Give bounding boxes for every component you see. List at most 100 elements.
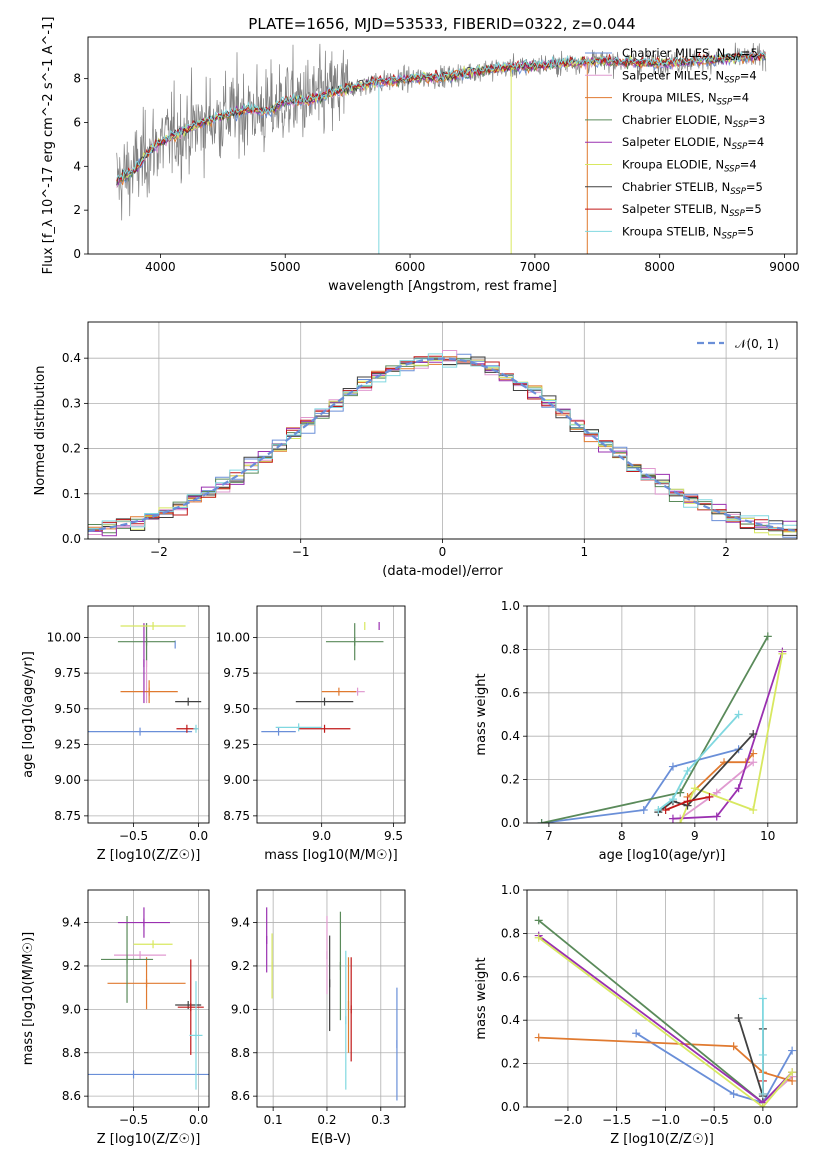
x-tick-label: −0.5 bbox=[700, 1113, 729, 1127]
plot-area-spectrum bbox=[116, 42, 767, 254]
legend-label: Chabrier ELODIE, NSSP=3 bbox=[622, 113, 765, 130]
axes-frame bbox=[87, 889, 210, 1108]
y-tick-label: 0.3 bbox=[62, 396, 81, 410]
x-axis-label: age [log10(age/yr)] bbox=[599, 848, 726, 863]
series-marker bbox=[749, 730, 758, 739]
y-tick-label: 10.00 bbox=[47, 630, 81, 644]
y-tick-label: 9.50 bbox=[54, 702, 81, 716]
series-marker bbox=[676, 788, 685, 797]
x-tick-label: 0 bbox=[439, 545, 447, 559]
series-marker bbox=[534, 933, 543, 942]
y-tick-label: 0.1 bbox=[62, 487, 81, 501]
y-tick-label: 0.6 bbox=[501, 686, 520, 700]
x-axis-label: E(B-V) bbox=[311, 1132, 351, 1147]
x-tick-label: 4000 bbox=[145, 260, 176, 274]
series-marker bbox=[668, 814, 677, 823]
legend-label: Salpeter ELODIE, NSSP=4 bbox=[622, 135, 764, 152]
x-tick-label: 0.1 bbox=[264, 1113, 283, 1127]
y-tick-label: 0.8 bbox=[501, 642, 520, 656]
y-axis-label: mass weight bbox=[474, 957, 489, 1039]
x-tick-label: 0.0 bbox=[189, 829, 208, 843]
panel-age_vs_Z: −0.5 0.0 8.75 9.00 9.25 9.50 9.75 10.00 Z [log10… bbox=[21, 605, 210, 863]
y-tick-label: 10.00 bbox=[216, 630, 250, 644]
x-tick-label: 8 bbox=[618, 829, 626, 843]
plot-area-residuals bbox=[88, 350, 797, 538]
y-tick-label: 8.75 bbox=[54, 809, 81, 823]
plot-area-massweight_vs_Z bbox=[534, 916, 797, 1107]
x-tick-label: 0.3 bbox=[371, 1113, 390, 1127]
series-marker bbox=[668, 795, 677, 804]
y-tick-label: 0.6 bbox=[501, 970, 520, 984]
y-tick-label: 8.8 bbox=[231, 1046, 250, 1060]
y-tick-label: 9.00 bbox=[223, 773, 250, 787]
series-marker bbox=[788, 1068, 797, 1077]
panel-age_vs_mass: 9.0 9.5 8.75 9.00 9.25 9.50 9.75 10.00 mass [log… bbox=[216, 605, 406, 863]
y-tick-label: 0.0 bbox=[501, 1100, 520, 1114]
x-tick-label: −1 bbox=[292, 545, 310, 559]
y-axis-label: mass [log10(M/M☉)] bbox=[21, 932, 36, 1065]
y-tick-label: 0.2 bbox=[501, 1057, 520, 1071]
x-tick-label: 5000 bbox=[270, 260, 301, 274]
series-marker bbox=[537, 819, 546, 823]
y-tick-label: 0.4 bbox=[501, 1013, 520, 1027]
series-line bbox=[538, 919, 764, 1104]
series-marker bbox=[763, 632, 772, 641]
y-tick-label: 9.75 bbox=[54, 666, 81, 680]
y-tick-label: 0.8 bbox=[501, 926, 520, 940]
axes-frame bbox=[87, 605, 210, 824]
legend-label: Salpeter MILES, NSSP=4 bbox=[622, 68, 757, 85]
series-marker bbox=[654, 805, 663, 814]
x-tick-label: 2 bbox=[722, 545, 730, 559]
y-tick-label: 9.2 bbox=[62, 959, 81, 973]
series-marker bbox=[632, 1029, 641, 1038]
panel-spectrum: 4000 5000 6000 7000 8000 9000 0 2 4 6 8 wavelength … bbox=[41, 17, 800, 294]
x-tick-label: 8000 bbox=[644, 260, 675, 274]
y-tick-label: 6 bbox=[73, 115, 81, 129]
x-tick-label: 7000 bbox=[520, 260, 551, 274]
x-tick-label: 6000 bbox=[395, 260, 426, 274]
y-axis-label: age [log10(age/yr)] bbox=[21, 651, 36, 778]
series-marker bbox=[758, 1089, 767, 1098]
x-tick-label: 9000 bbox=[769, 260, 800, 274]
y-tick-label: 9.75 bbox=[223, 666, 250, 680]
series-line bbox=[538, 1036, 793, 1082]
panel-massweight_vs_age: 7 8 9 10 0.0 0.2 0.4 0.6 0.8 1.0 age [log10(age/yr… bbox=[474, 599, 798, 863]
series-marker bbox=[734, 784, 743, 793]
y-tick-label: 0.2 bbox=[501, 773, 520, 787]
axes-frame bbox=[256, 605, 406, 824]
y-tick-label: 0 bbox=[73, 247, 81, 261]
y-tick-label: 0.0 bbox=[62, 532, 81, 546]
series-marker bbox=[734, 1014, 743, 1023]
y-tick-label: 0.0 bbox=[501, 816, 520, 830]
panel-mass_vs_Z: −0.5 0.0 8.6 8.8 9.0 9.2 9.4 Z [log10(Z/Z☉)] mas… bbox=[21, 889, 210, 1147]
series-marker bbox=[705, 792, 714, 801]
y-tick-label: 9.4 bbox=[62, 916, 81, 930]
y-tick-label: 9.2 bbox=[231, 959, 250, 973]
plot-area-age_vs_Z bbox=[88, 621, 202, 736]
series-marker bbox=[758, 1050, 767, 1059]
legend-label: 𝒩(0, 1) bbox=[735, 337, 779, 351]
series-marker bbox=[683, 766, 692, 775]
legend-label: Chabrier STELIB, NSSP=5 bbox=[622, 180, 763, 197]
x-tick-label: −1.0 bbox=[651, 1113, 680, 1127]
series-marker bbox=[534, 916, 543, 925]
series-marker bbox=[778, 649, 787, 658]
legend-label: Kroupa ELODIE, NSSP=4 bbox=[622, 158, 757, 175]
x-axis-label: mass [log10(M/M☉)] bbox=[264, 848, 397, 863]
series-line bbox=[541, 748, 739, 823]
series-line bbox=[657, 713, 740, 811]
y-tick-label: 0.4 bbox=[501, 729, 520, 743]
figure-title: PLATE=1656, MJD=53533, FIBERID=0322, z=0… bbox=[248, 15, 635, 33]
y-tick-label: 1.0 bbox=[501, 599, 520, 613]
panel-residuals: −2 −1 0 1 2 0.0 0.1 0.2 0.3 0.4 (data-model)/error… bbox=[33, 321, 798, 579]
series-marker bbox=[788, 1076, 797, 1085]
series-line bbox=[686, 753, 754, 798]
series-line bbox=[672, 651, 784, 820]
legend-label: Kroupa STELIB, NSSP=5 bbox=[622, 224, 754, 241]
series-marker bbox=[639, 805, 648, 814]
plot-area-mass_vs_ebv bbox=[266, 907, 398, 1101]
x-axis-label: Z [log10(Z/Z☉)] bbox=[610, 1132, 714, 1147]
y-axis-label: Flux [f_λ 10^-17 erg cm^-2 s^-1 A^-1] bbox=[41, 17, 56, 275]
series-marker bbox=[676, 819, 685, 823]
